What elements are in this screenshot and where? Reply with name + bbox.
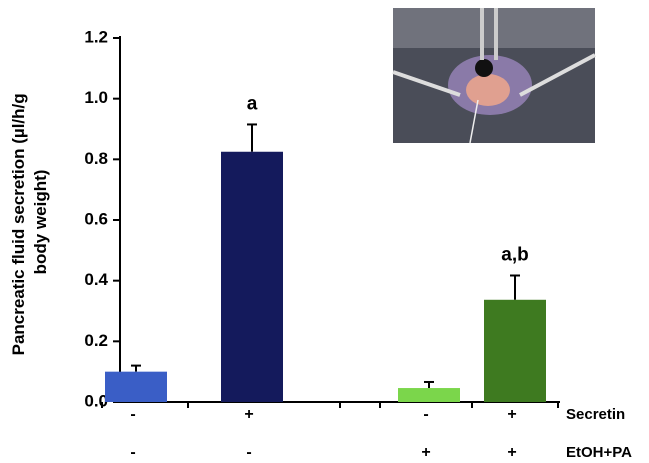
bar — [221, 152, 283, 402]
condition-name: EtOH+PA — [566, 444, 632, 461]
condition-sign: + — [507, 444, 516, 461]
bar-label: a,b — [501, 245, 528, 266]
condition-name: Secretin — [566, 406, 625, 423]
chart: Pancreatic fluid secretion (µl/h/g body … — [0, 0, 649, 463]
condition-sign: + — [507, 406, 516, 423]
bar — [484, 300, 546, 402]
y-tick-label: 0.2 — [84, 331, 108, 350]
bar — [398, 388, 460, 402]
y-axis-title-line: body weight) — [31, 170, 50, 275]
y-tick-label: 0.0 — [84, 391, 108, 410]
condition-sign: + — [244, 406, 253, 423]
y-tick-label: 0.4 — [84, 270, 108, 289]
bar-label: a — [247, 93, 258, 114]
condition-sign: - — [423, 406, 428, 423]
condition-sign: - — [130, 444, 135, 461]
condition-sign: - — [246, 444, 251, 461]
condition-sign: - — [130, 406, 135, 423]
y-tick-label: 0.6 — [84, 209, 108, 228]
y-tick-label: 1.2 — [84, 27, 108, 46]
y-axis-title-line: Pancreatic fluid secretion (µl/h/g — [9, 93, 28, 355]
bar — [105, 372, 167, 402]
condition-sign: + — [421, 444, 430, 461]
inset-photo — [393, 8, 595, 143]
y-tick-label: 0.8 — [84, 149, 108, 168]
y-axis-title: Pancreatic fluid secretion (µl/h/g body … — [9, 89, 50, 356]
y-tick-label: 1.0 — [84, 88, 108, 107]
